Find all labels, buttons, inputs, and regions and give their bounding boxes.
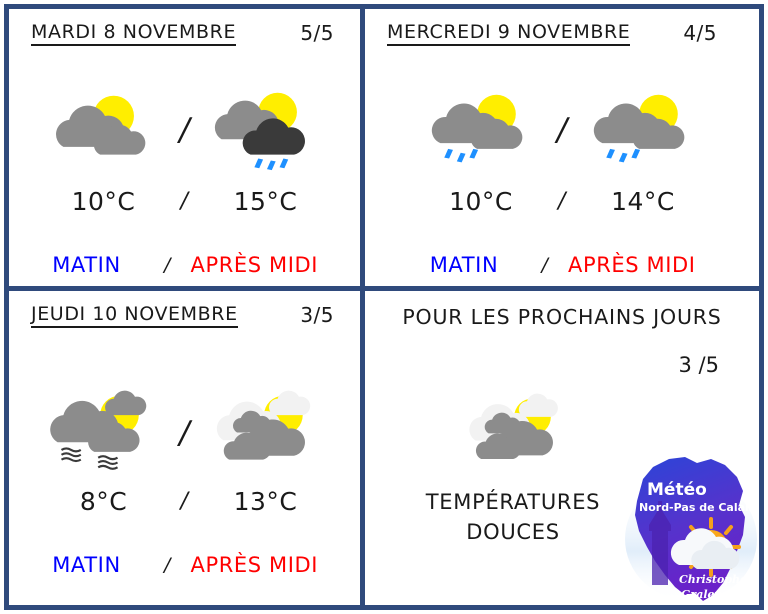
outlook-rating: 3 /5 — [678, 353, 719, 377]
day-rating: 4/5 — [683, 21, 717, 45]
icon-separator: / — [556, 112, 568, 148]
outlook-panel: POUR LES PROCHAINS JOURS 3 /5 TEMPÉRATUR… — [365, 291, 759, 605]
afternoon-temperature: 13°C — [233, 487, 298, 516]
temperatures-row: 10°C / 14°C — [365, 187, 759, 216]
day-title: MERCREDI 9 NOVEMBRE — [387, 21, 631, 46]
sun-behind-rain-clouds-icon — [593, 94, 685, 163]
weather-icons-row: / — [9, 390, 360, 476]
morning-temperature: 8°C — [79, 487, 128, 516]
day-title: JEUDI 10 NOVEMBRE — [31, 303, 238, 328]
temperature-separator: / — [558, 189, 566, 214]
period-separator: / — [163, 254, 171, 276]
sun-behind-fog-clouds-icon — [49, 390, 146, 470]
sun-behind-rain-clouds-icon — [431, 94, 523, 163]
sun-behind-light-clouds-icon — [469, 393, 558, 459]
logo-signature-line1: Christopher — [679, 573, 754, 586]
afternoon-label: APRÈS MIDI — [568, 253, 696, 277]
sun-behind-light-clouds-icon — [216, 390, 310, 460]
afternoon-temperature: 15°C — [233, 187, 298, 216]
day-panel-mercredi: MERCREDI 9 NOVEMBRE 4/5 / — [365, 9, 759, 286]
morning-weather-icon-slot — [46, 390, 162, 476]
temperature-separator: / — [180, 189, 189, 214]
period-separator: / — [541, 254, 549, 276]
weather-icons-row: / — [9, 87, 360, 173]
meteo-nord-pas-de-calais-logo: Météo Nord-Pas de Calais Christopher Gra… — [619, 443, 759, 611]
temperatures-row: 8°C / 13°C — [9, 487, 360, 516]
sun-behind-clouds-icon — [55, 95, 145, 155]
outlook-summary-line1: TEMPÉRATURES — [425, 490, 601, 514]
outlook-summary: TEMPÉRATURES DOUCES — [383, 487, 643, 547]
outlook-title: POUR LES PROCHAINS JOURS — [402, 305, 722, 329]
logo-subtitle: Nord-Pas de Calais — [639, 501, 756, 514]
icon-separator: / — [179, 414, 190, 451]
day-rating: 3/5 — [300, 303, 334, 327]
logo-title: Météo — [647, 480, 707, 500]
logo-signature-line2: Gralewski — [681, 588, 742, 601]
temperature-separator: / — [180, 489, 189, 514]
morning-weather-icon-slot — [423, 87, 539, 173]
sun-behind-dark-rain-clouds-icon — [214, 92, 305, 171]
outlook-summary-line2: DOUCES — [466, 520, 560, 544]
afternoon-temperature: 14°C — [611, 187, 675, 216]
day-rating: 5/5 — [300, 21, 334, 45]
period-separator: / — [163, 554, 171, 576]
periods-row: MATIN / APRÈS MIDI — [9, 553, 360, 577]
panel-header: MERCREDI 9 NOVEMBRE 4/5 — [365, 21, 759, 53]
temperatures-row: 10°C / 15°C — [9, 187, 360, 216]
panel-header: MARDI 8 NOVEMBRE 5/5 — [9, 21, 360, 53]
day-title: MARDI 8 NOVEMBRE — [31, 21, 237, 46]
day-panel-jeudi: JEUDI 10 NOVEMBRE 3/5 — [9, 291, 360, 605]
panel-header: JEUDI 10 NOVEMBRE 3/5 — [9, 303, 360, 335]
weather-icons-row: / — [365, 87, 759, 173]
horizontal-divider — [4, 286, 764, 291]
afternoon-label: APRÈS MIDI — [190, 553, 319, 577]
icon-separator: / — [179, 112, 190, 148]
morning-temperature: 10°C — [449, 187, 513, 216]
afternoon-weather-icon-slot — [208, 390, 324, 476]
afternoon-weather-icon-slot — [208, 87, 324, 173]
day-panel-mardi: MARDI 8 NOVEMBRE 5/5 / — [9, 9, 360, 286]
vertical-divider — [360, 4, 365, 610]
afternoon-label: APRÈS MIDI — [190, 253, 319, 277]
afternoon-weather-icon-slot — [585, 87, 701, 173]
morning-label: MATIN — [52, 253, 121, 277]
morning-temperature: 10°C — [71, 187, 136, 216]
outlook-weather-icon-slot — [461, 393, 571, 473]
periods-row: MATIN / APRÈS MIDI — [365, 253, 759, 277]
morning-weather-icon-slot — [46, 87, 162, 173]
morning-label: MATIN — [52, 553, 121, 577]
morning-label: MATIN — [429, 253, 499, 277]
periods-row: MATIN / APRÈS MIDI — [9, 253, 360, 277]
